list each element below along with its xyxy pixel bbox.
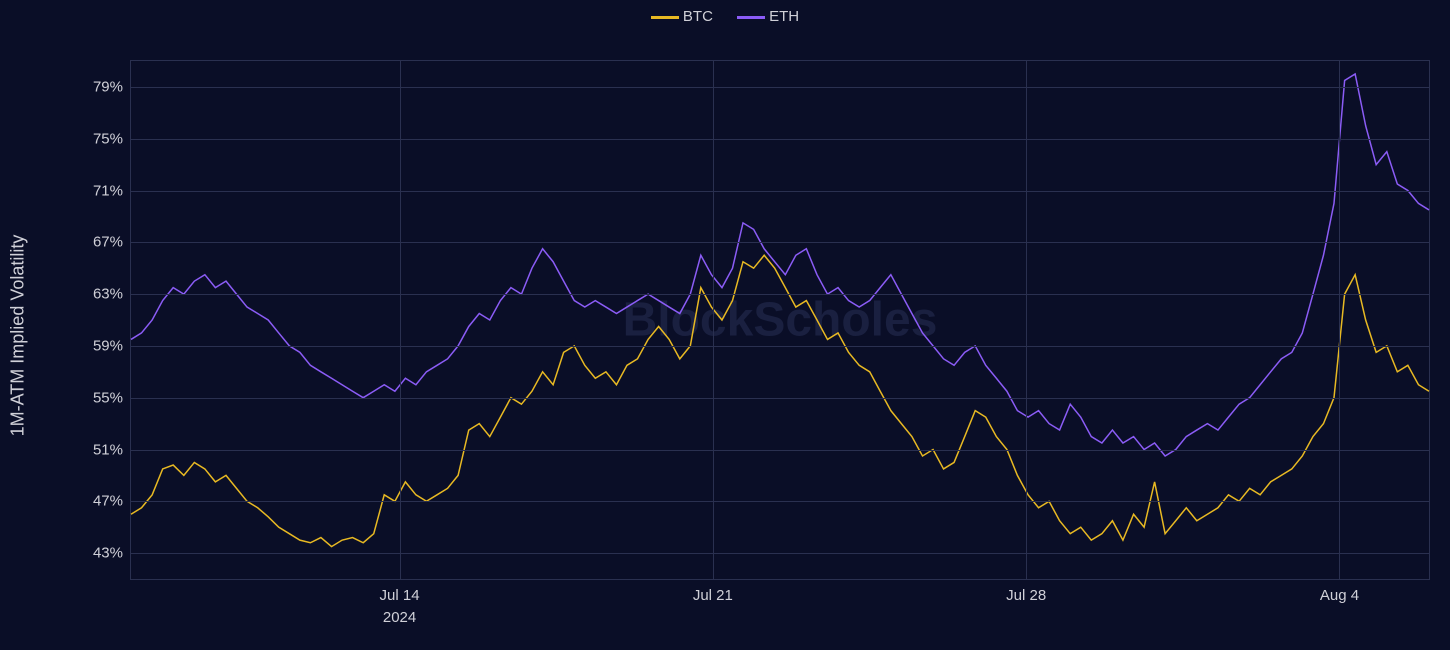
gridline-h <box>131 553 1429 554</box>
gridline-h <box>131 191 1429 192</box>
y-tick-label: 71% <box>93 182 123 199</box>
x-year-label: 2024 <box>383 609 416 626</box>
y-tick-label: 67% <box>93 234 123 251</box>
y-tick-label: 75% <box>93 130 123 147</box>
y-axis-title: 1M-ATM Implied Volatility <box>8 235 29 437</box>
gridline-h <box>131 501 1429 502</box>
gridline-v <box>1339 61 1340 579</box>
gridline-v <box>400 61 401 579</box>
y-tick-label: 43% <box>93 545 123 562</box>
gridline-h <box>131 242 1429 243</box>
gridline-h <box>131 450 1429 451</box>
x-tick-label: Jul 28 <box>1006 587 1046 604</box>
y-tick-label: 47% <box>93 493 123 510</box>
gridline-h <box>131 139 1429 140</box>
x-tick-label: Jul 14 <box>380 587 420 604</box>
y-tick-label: 55% <box>93 389 123 406</box>
legend-label-btc: BTC <box>683 8 713 25</box>
gridline-h <box>131 346 1429 347</box>
series-line-btc <box>131 255 1429 546</box>
x-tick-label: Aug 4 <box>1320 587 1359 604</box>
chart-legend: BTC ETH <box>0 8 1450 25</box>
gridline-v <box>713 61 714 579</box>
y-tick-label: 59% <box>93 337 123 354</box>
gridline-v <box>1026 61 1027 579</box>
y-tick-label: 63% <box>93 286 123 303</box>
gridline-h <box>131 294 1429 295</box>
x-tick-label: Jul 21 <box>693 587 733 604</box>
y-tick-label: 51% <box>93 441 123 458</box>
chart-plot-area: BlockScholes 43%47%51%55%59%63%67%71%75%… <box>130 60 1430 580</box>
gridline-h <box>131 87 1429 88</box>
gridline-h <box>131 398 1429 399</box>
legend-item-btc[interactable]: BTC <box>651 8 713 25</box>
legend-swatch-eth <box>737 16 765 19</box>
legend-item-eth[interactable]: ETH <box>737 8 799 25</box>
legend-label-eth: ETH <box>769 8 799 25</box>
y-tick-label: 79% <box>93 78 123 95</box>
legend-swatch-btc <box>651 16 679 19</box>
